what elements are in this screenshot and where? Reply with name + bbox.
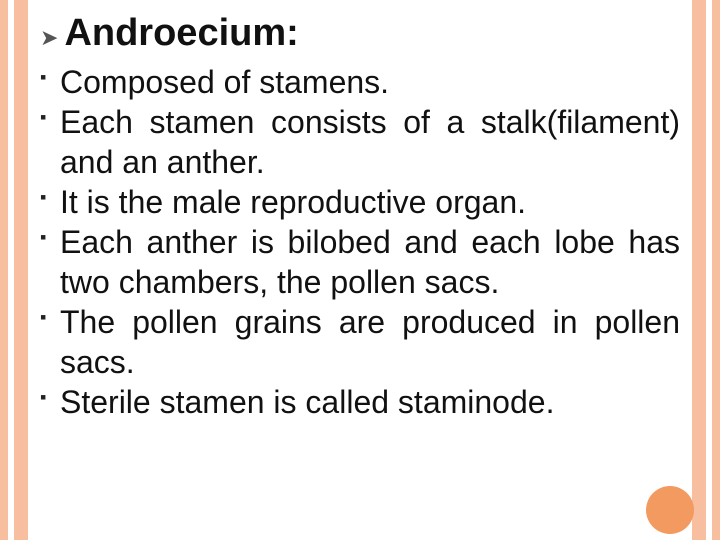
bullet-item: It is the male reproductive organ.	[40, 182, 680, 222]
decor-stripe-left-outer	[0, 0, 8, 540]
bullet-list: Composed of stamens. Each stamen consist…	[40, 62, 680, 422]
bullet-item: Each stamen consists of a stalk(filament…	[40, 102, 680, 182]
bullet-item: Each anther is bilobed and each lobe has…	[40, 222, 680, 302]
decor-stripe-left-inner	[14, 0, 28, 540]
bullet-item: Sterile stamen is called staminode.	[40, 382, 680, 422]
slide-content: ➤ Androecium: Composed of stamens. Each …	[40, 14, 680, 422]
slide-title: Androecium:	[64, 14, 298, 54]
decor-stripe-right-outer	[712, 0, 720, 540]
decor-circle	[646, 486, 694, 534]
bullet-item: The pollen grains are produced in pollen…	[40, 302, 680, 382]
title-row: ➤ Androecium:	[40, 14, 680, 54]
chevron-right-icon: ➤	[40, 27, 58, 49]
decor-stripe-right-inner	[692, 0, 706, 540]
bullet-item: Composed of stamens.	[40, 62, 680, 102]
